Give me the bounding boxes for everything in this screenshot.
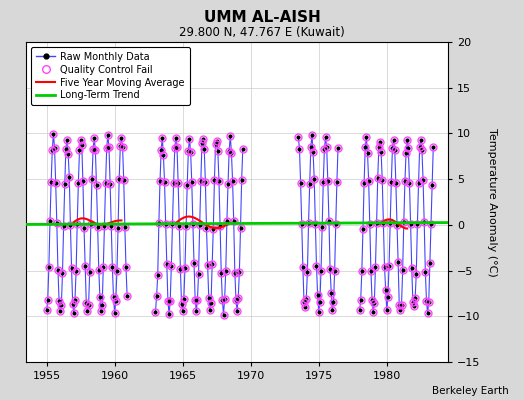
Text: Berkeley Earth: Berkeley Earth [432,386,508,396]
Text: 29.800 N, 47.767 E (Kuwait): 29.800 N, 47.767 E (Kuwait) [179,26,345,39]
Legend: Raw Monthly Data, Quality Control Fail, Five Year Moving Average, Long-Term Tren: Raw Monthly Data, Quality Control Fail, … [31,47,190,105]
Text: UMM AL-AISH: UMM AL-AISH [204,10,320,25]
Y-axis label: Temperature Anomaly (°C): Temperature Anomaly (°C) [487,128,497,276]
